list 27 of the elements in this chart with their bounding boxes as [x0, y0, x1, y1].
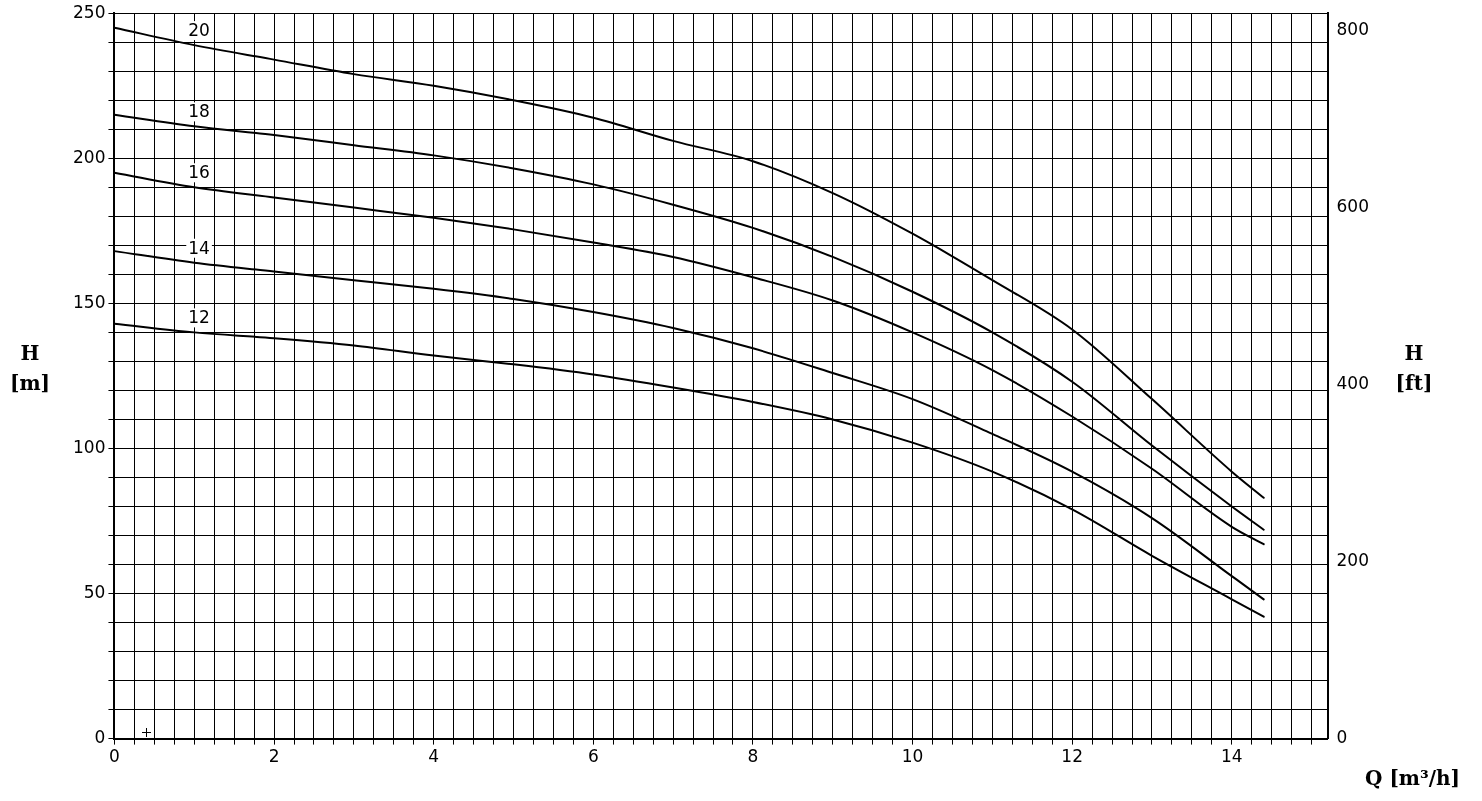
- x-tick-label: 8: [747, 746, 759, 767]
- y2-tick-label: 0: [1336, 727, 1348, 748]
- y2-tick-label: 800: [1336, 19, 1370, 40]
- series-label: 14: [188, 237, 210, 258]
- y-tick-label: 150: [72, 291, 106, 312]
- y-axis-title: H [m]: [8, 340, 52, 397]
- series-label: 16: [188, 162, 210, 183]
- x-tick-label: 12: [1061, 746, 1083, 767]
- x-axis-title: Q [m³/h]: [1365, 766, 1461, 790]
- y2-tick-label: 400: [1336, 373, 1370, 394]
- x-tick-label: 14: [1220, 746, 1243, 767]
- y2-tick-label: 200: [1336, 550, 1370, 571]
- x-tick-label: 10: [901, 746, 924, 767]
- y-tick-label: 200: [72, 146, 106, 167]
- x-tick-label: 2: [268, 746, 280, 767]
- y2-tick-label: 600: [1336, 196, 1370, 217]
- y-tick-label: 50: [83, 581, 106, 602]
- series-label: 12: [188, 307, 210, 328]
- series-label: 20: [188, 20, 210, 41]
- x-tick-label: 6: [587, 746, 599, 767]
- x-tick-label: 0: [109, 746, 120, 767]
- y-tick-label: 100: [72, 436, 106, 457]
- x-tick-label: 4: [428, 746, 440, 767]
- series-label: 18: [188, 101, 210, 122]
- y-tick-label: 0: [94, 727, 106, 748]
- y-tick-label: 250: [72, 1, 106, 22]
- y2-axis-title: H [ft]: [1394, 340, 1434, 397]
